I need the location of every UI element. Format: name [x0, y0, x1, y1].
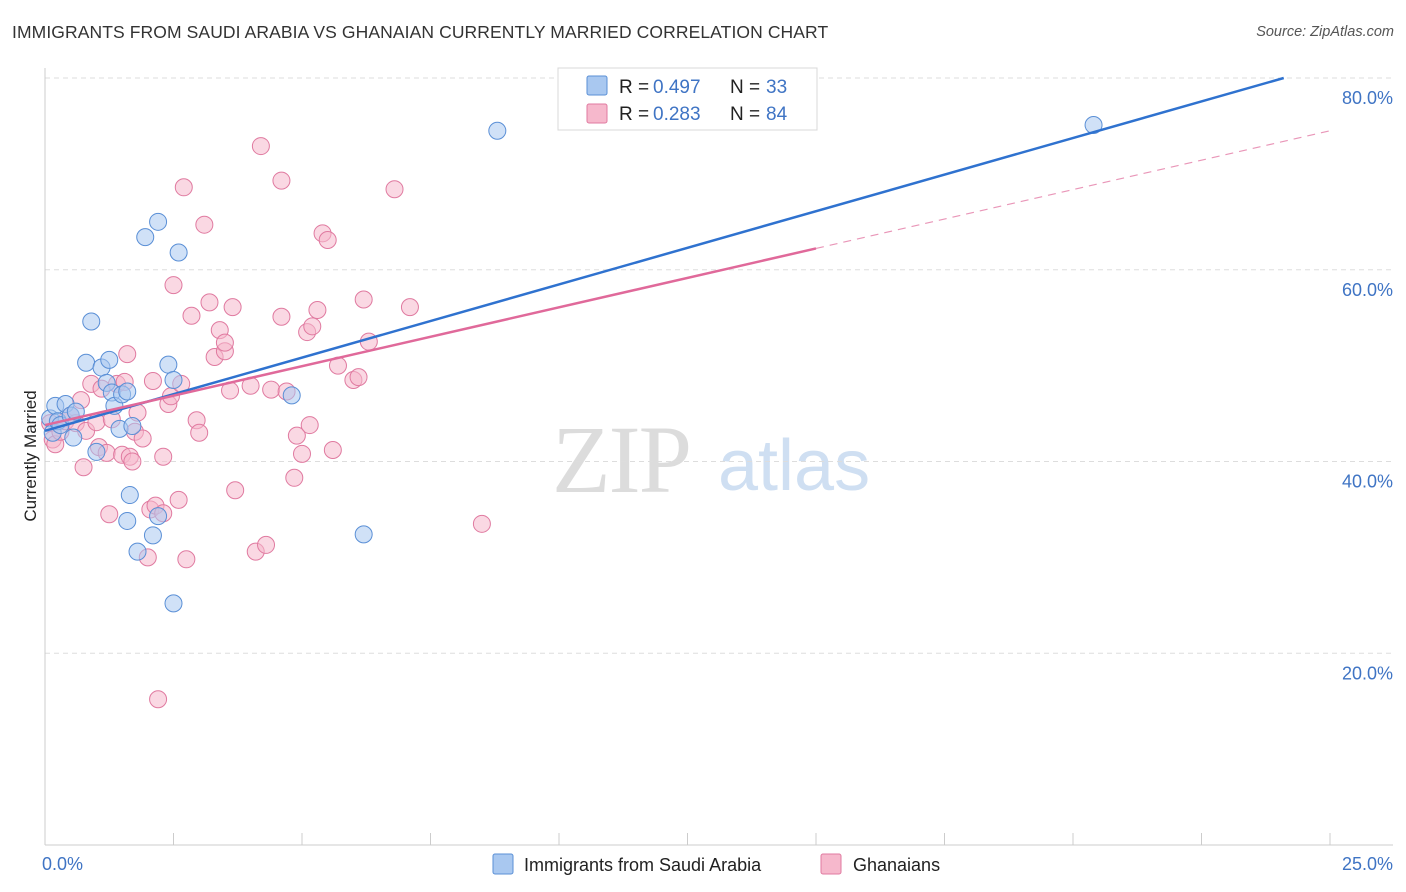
saudi-arabia-point — [143, 526, 162, 545]
ghanaians-point — [308, 301, 327, 320]
ghanaians-point — [195, 215, 214, 234]
trend-line-ghana-extension — [815, 130, 1331, 250]
saudi-arabia-point — [118, 511, 137, 530]
ghanaians-point — [323, 440, 342, 459]
saudi-arabia-point — [354, 525, 373, 544]
saudi-arabia-point — [82, 312, 101, 331]
ghanaians-point — [174, 178, 193, 197]
x-tick-labels: 0.0% 25.0% — [42, 854, 1393, 874]
ghanaians-point — [177, 550, 196, 569]
ghanaians-point — [190, 423, 209, 442]
saudi-arabia-point — [282, 386, 301, 405]
ghanaians-point — [123, 452, 142, 471]
saudi-arabia-point — [118, 382, 137, 401]
saudi-arabia-point — [136, 228, 155, 247]
saudi-arabia-point — [488, 121, 507, 140]
ghanaians-point — [354, 290, 373, 309]
legend-swatch-ghana — [586, 103, 608, 124]
trend-line-ghana — [44, 247, 817, 427]
saudi-arabia-point — [149, 507, 168, 526]
ghanaians-point — [223, 298, 242, 317]
x-tick-marks — [173, 833, 1331, 845]
source-label: Source: ZipAtlas.com — [1256, 24, 1394, 40]
ghanaians-point — [251, 137, 270, 156]
ghanaians-point — [154, 447, 173, 466]
y-tick-labels: 20.0% 40.0% 60.0% 80.0% — [1342, 88, 1393, 683]
x-tick-label: 25.0% — [1342, 854, 1393, 874]
y-tick-label: 40.0% — [1342, 472, 1393, 492]
watermark: ZIP atlas — [552, 406, 870, 513]
ghanaians-point — [169, 490, 188, 509]
ghanaians-point — [100, 505, 119, 524]
saudi-arabia-point — [120, 486, 139, 505]
saudi-arabia-points — [41, 115, 1103, 613]
series-legend-label-ghana: Ghanaians — [853, 855, 940, 875]
saudi-arabia-point — [87, 442, 106, 461]
saudi-arabia-point — [159, 355, 178, 374]
legend-r-value-saudi: 0.497 — [653, 77, 701, 98]
ghanaians-point — [287, 426, 306, 445]
stats-legend: R = 0.497 N = 33 R = 0.283 N = 84 — [557, 67, 818, 131]
ghanaians-point — [385, 180, 404, 199]
ghanaians-point — [472, 514, 491, 533]
trend-lines — [44, 76, 1331, 433]
ghanaians-point — [272, 171, 291, 190]
legend-r-value-ghana: 0.283 — [653, 104, 701, 125]
axes — [44, 68, 1393, 846]
ghanaians-point — [400, 298, 419, 317]
y-tick-label: 20.0% — [1342, 663, 1393, 683]
ghanaians-point — [272, 307, 291, 326]
y-axis-label: Currently Married — [21, 390, 40, 521]
series-legend: Immigrants from Saudi Arabia Ghanaians — [492, 853, 940, 875]
series-legend-swatch-ghana — [820, 853, 842, 875]
saudi-arabia-point — [1084, 115, 1103, 134]
ghanaians-point — [257, 535, 276, 554]
ghanaians-point — [215, 333, 234, 352]
watermark-atlas: atlas — [718, 426, 870, 506]
gridlines — [45, 77, 1393, 654]
ghanaians-point — [74, 458, 93, 477]
legend-swatch-saudi — [586, 75, 608, 96]
legend-n-label-saudi: N = — [730, 77, 760, 98]
saudi-arabia-point — [123, 417, 142, 436]
chart-title: IMMIGRANTS FROM SAUDI ARABIA VS GHANAIAN… — [12, 22, 829, 42]
ghanaians-point — [226, 481, 245, 500]
x-tick-label: 0.0% — [42, 854, 83, 874]
legend-n-label-ghana: N = — [730, 104, 760, 125]
watermark-zip: ZIP — [552, 406, 690, 513]
ghanaians-point — [182, 306, 201, 325]
ghanaians-point — [293, 444, 311, 463]
legend-n-value-ghana: 84 — [766, 104, 788, 125]
ghanaians-point — [133, 429, 152, 448]
ghanaians-point — [149, 690, 168, 709]
saudi-arabia-point — [164, 371, 183, 390]
saudi-arabia-point — [77, 353, 96, 372]
legend-n-value-saudi: 33 — [766, 77, 787, 98]
ghanaians-point — [285, 468, 304, 487]
legend-r-label-saudi: R = — [619, 77, 649, 98]
saudi-arabia-point — [169, 243, 188, 262]
ghanaians-point — [349, 368, 368, 387]
ghanaians-point — [164, 276, 183, 295]
y-tick-label: 80.0% — [1342, 88, 1393, 108]
saudi-arabia-point — [149, 212, 168, 231]
ghanaians-point — [118, 345, 137, 364]
saudi-arabia-point — [128, 542, 147, 561]
saudi-arabia-point — [64, 428, 83, 447]
ghanaians-point — [300, 416, 319, 435]
legend-r-label-ghana: R = — [619, 104, 649, 125]
saudi-arabia-point — [100, 350, 119, 369]
trend-line-saudi — [44, 76, 1285, 433]
ghanaians-point — [303, 317, 322, 336]
series-legend-label-saudi: Immigrants from Saudi Arabia — [524, 855, 762, 875]
series-legend-swatch-saudi — [492, 853, 514, 875]
saudi-arabia-point — [164, 594, 183, 613]
y-tick-label: 60.0% — [1342, 280, 1393, 300]
ghanaians-points — [41, 137, 491, 709]
ghanaians-point — [262, 380, 281, 399]
ghanaians-point — [318, 231, 337, 250]
ghanaians-point — [143, 371, 162, 390]
ghanaians-point — [200, 293, 219, 312]
